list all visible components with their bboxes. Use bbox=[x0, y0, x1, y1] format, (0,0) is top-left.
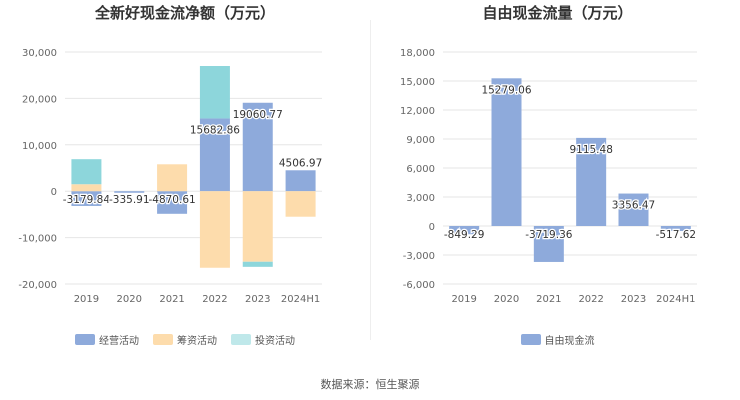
data-label: 4506.97 bbox=[279, 157, 322, 169]
legend-swatch-operating bbox=[75, 334, 95, 345]
legend-label-financing: 筹资活动 bbox=[177, 336, 217, 347]
bar-自由现金流-2020[interactable] bbox=[491, 78, 522, 226]
legend-item-investing[interactable]: 投资活动 bbox=[231, 332, 295, 347]
x-tick-label: 2021 bbox=[536, 294, 561, 305]
bar-投资活动-2023[interactable] bbox=[242, 261, 273, 267]
x-tick-label: 2024H1 bbox=[281, 294, 320, 305]
y-tick-label: 6,000 bbox=[406, 164, 435, 175]
data-label: 15682.86 bbox=[190, 124, 240, 136]
y-tick-label: 9,000 bbox=[406, 135, 435, 146]
legend-label-operating: 经营活动 bbox=[99, 336, 139, 347]
bar-自由现金流-2021[interactable] bbox=[533, 226, 564, 262]
x-tick-label: 2024H1 bbox=[656, 294, 695, 305]
y-tick-label: 10,000 bbox=[22, 141, 57, 152]
bar-自由现金流-2023[interactable] bbox=[618, 193, 649, 226]
y-tick-label: 20,000 bbox=[22, 94, 57, 105]
legend-item-fcf[interactable]: 自由现金流 bbox=[520, 332, 595, 347]
bar-筹资活动-2024H1[interactable] bbox=[285, 191, 316, 217]
data-label: -4870.61 bbox=[148, 194, 195, 206]
data-label: -3179.84 bbox=[63, 194, 111, 206]
bar-筹资活动-2019[interactable] bbox=[71, 184, 102, 192]
bar-经营活动-2019[interactable] bbox=[71, 191, 102, 206]
bar-投资活动-2022[interactable] bbox=[199, 65, 230, 119]
bar-经营活动-2023[interactable] bbox=[242, 102, 273, 192]
x-tick-label: 2021 bbox=[159, 294, 184, 305]
data-label: 3356.47 bbox=[612, 200, 655, 212]
y-tick-label: -3,000 bbox=[403, 251, 435, 262]
bar-自由现金流-2024H1[interactable] bbox=[660, 226, 691, 232]
data-label: 19060.77 bbox=[233, 109, 283, 121]
bar-经营活动-2021[interactable] bbox=[157, 191, 188, 214]
legend-label-investing: 投资活动 bbox=[255, 336, 295, 347]
y-tick-label: 30,000 bbox=[22, 48, 57, 59]
bar-经营活动-2020[interactable] bbox=[114, 191, 145, 193]
bar-经营活动-2024H1[interactable] bbox=[285, 170, 316, 192]
legend-right: 自由现金流 bbox=[375, 332, 740, 347]
chart-title-left: 全新好现金流净额（万元） bbox=[94, 4, 275, 22]
y-tick-label: -20,000 bbox=[18, 280, 57, 291]
legend-item-operating[interactable]: 经营活动 bbox=[75, 332, 139, 347]
y-tick-label: -10,000 bbox=[18, 234, 57, 245]
legend-swatch-fcf bbox=[520, 334, 541, 345]
data-label: -517.62 bbox=[656, 229, 697, 241]
data-label: -849.29 bbox=[444, 229, 485, 241]
legend-label-fcf: 自由现金流 bbox=[544, 336, 595, 347]
x-tick-label: 2020 bbox=[117, 294, 142, 305]
data-label: -3719.36 bbox=[525, 229, 573, 241]
x-tick-label: 2022 bbox=[202, 294, 227, 305]
x-tick-label: 2019 bbox=[451, 294, 476, 305]
bar-经营活动-2022[interactable] bbox=[199, 118, 230, 192]
data-label: -335.91 bbox=[109, 194, 150, 206]
bar-筹资活动-2021[interactable] bbox=[157, 164, 188, 192]
data-label: 15279.06 bbox=[481, 84, 531, 96]
legend-swatch-investing bbox=[231, 334, 251, 345]
legend-item-financing[interactable]: 筹资活动 bbox=[153, 332, 217, 347]
y-tick-label: 3,000 bbox=[406, 193, 435, 204]
y-tick-label: 18,000 bbox=[400, 48, 435, 59]
chart-title-right: 自由现金流量（万元） bbox=[482, 4, 633, 22]
y-tick-label: 12,000 bbox=[400, 106, 435, 117]
y-tick-label: 0 bbox=[429, 222, 435, 233]
free-cashflow-plot: 18,000 15,000 12,000 9,000 6,000 3,000 0 -3,000… bbox=[400, 48, 697, 305]
y-tick-label: -6,000 bbox=[403, 280, 435, 291]
x-tick-label: 2022 bbox=[578, 294, 603, 305]
data-source-footer: 数据来源：恒生聚源 bbox=[320, 378, 420, 391]
x-tick-label: 2020 bbox=[494, 294, 519, 305]
cashflow-net-chart: 全新好现金流净额（万元） 30,000 20,000 10,000 0 -10,000 -… bbox=[0, 0, 370, 360]
y-tick-label: 0 bbox=[51, 187, 57, 198]
x-tick-label: 2023 bbox=[245, 294, 270, 305]
legend-swatch-financing bbox=[153, 334, 173, 345]
bar-投资活动-2019[interactable] bbox=[71, 159, 102, 185]
y-tick-label: 15,000 bbox=[400, 77, 435, 88]
bar-自由现金流-2019[interactable] bbox=[449, 226, 480, 235]
free-cashflow-chart: 自由现金流量（万元） 18,000 15,000 12,000 9,000 6,000 3… bbox=[375, 0, 740, 360]
bar-自由现金流-2022[interactable] bbox=[576, 137, 607, 226]
data-label: 9115.48 bbox=[569, 144, 612, 156]
bar-筹资活动-2023[interactable] bbox=[242, 191, 273, 262]
x-tick-label: 2019 bbox=[74, 294, 99, 305]
bar-筹资活动-2022[interactable] bbox=[199, 191, 230, 268]
cashflow-net-plot: 30,000 20,000 10,000 0 -10,000 -20,000 2019 202… bbox=[18, 48, 323, 305]
panel-divider bbox=[370, 20, 371, 340]
x-tick-label: 2023 bbox=[621, 294, 646, 305]
legend-left: 经营活动 筹资活动 投资活动 bbox=[0, 332, 370, 347]
